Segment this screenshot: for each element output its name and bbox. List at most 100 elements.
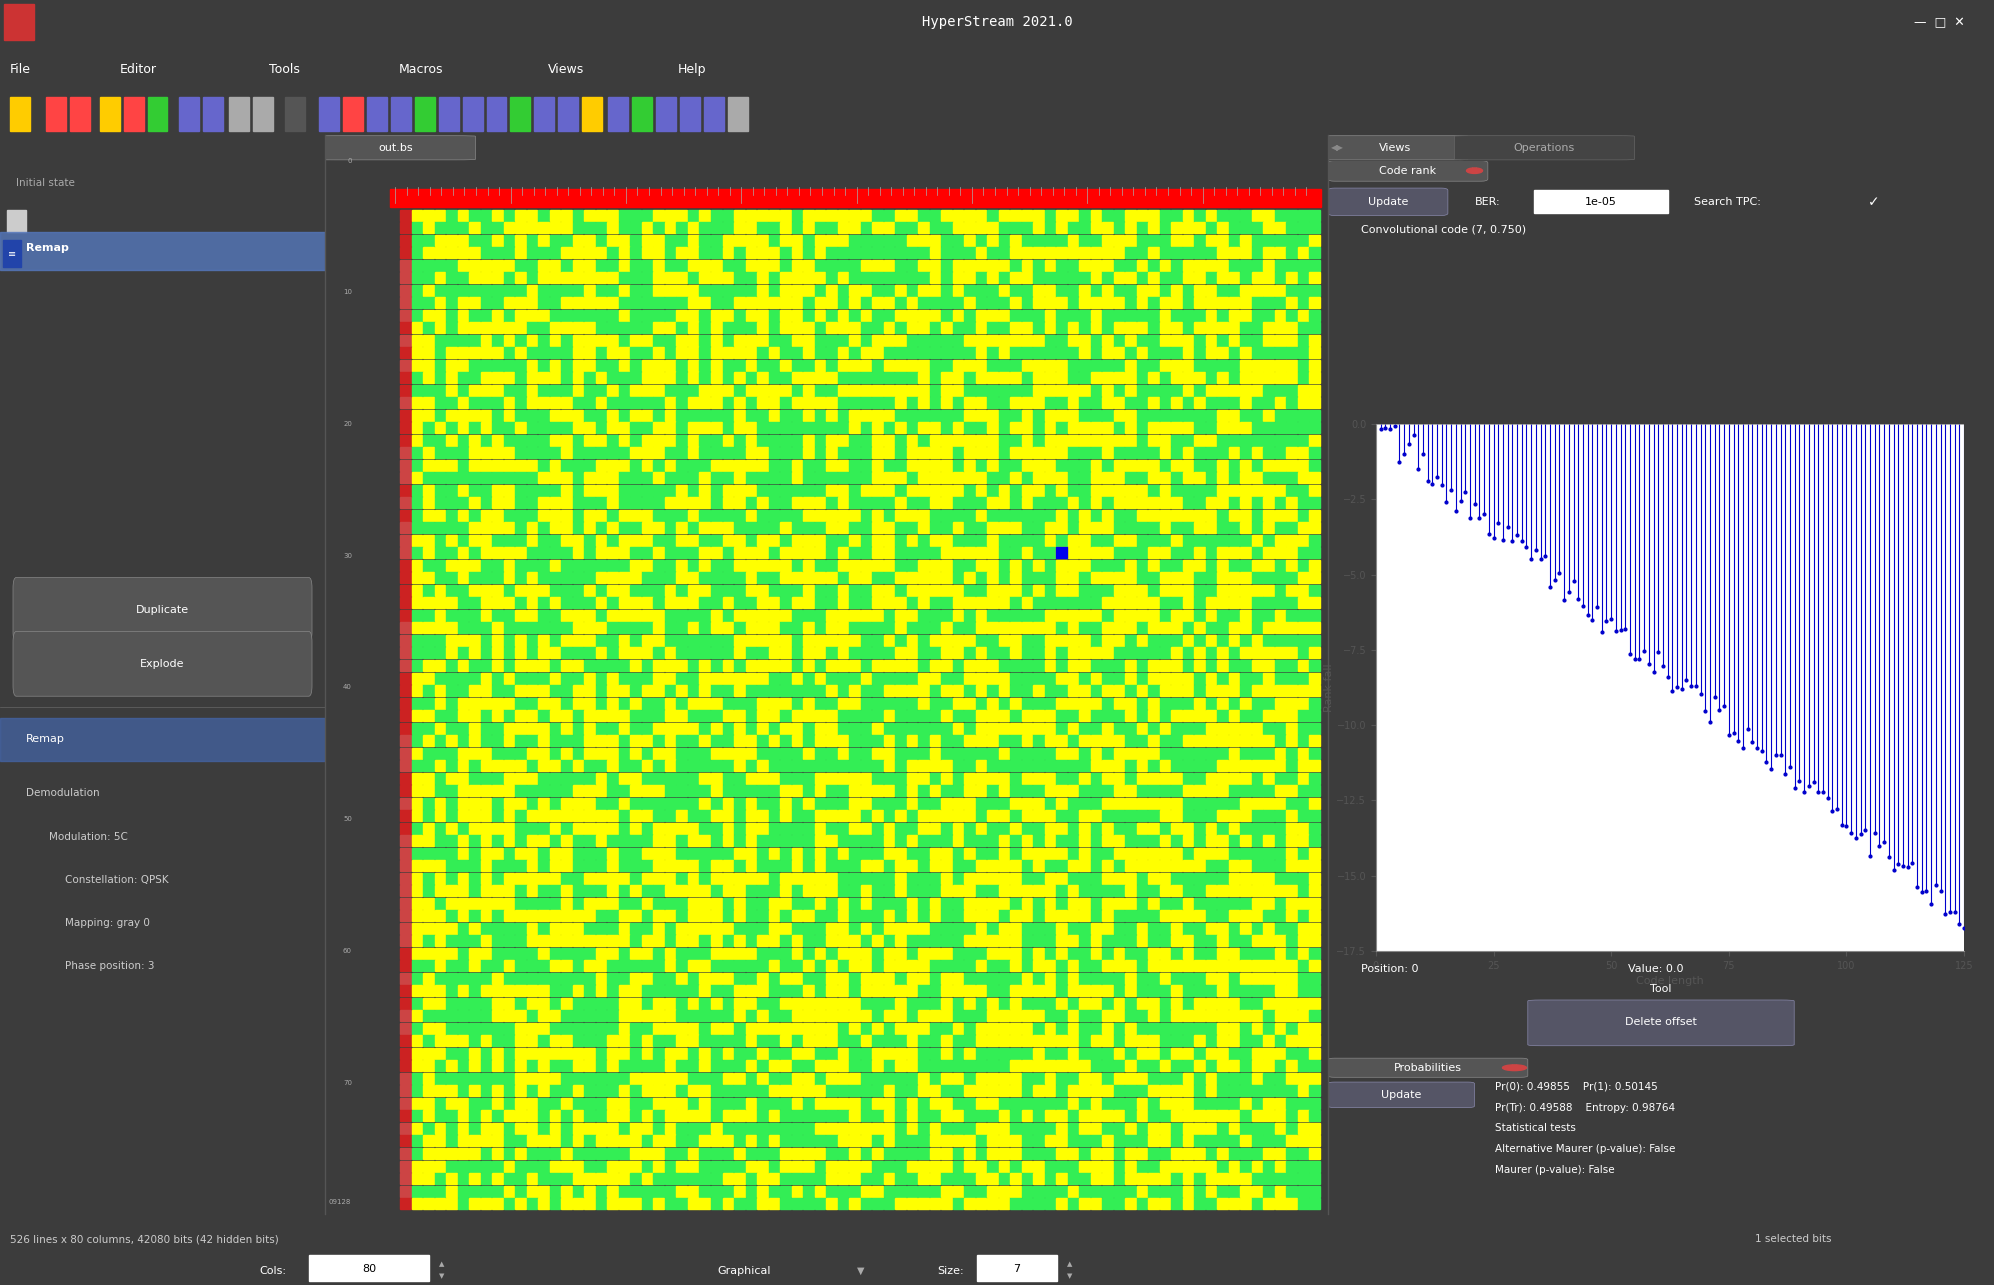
Bar (423, 1110, 435, 1122)
Bar (1021, 523, 1033, 533)
Bar (1115, 1023, 1125, 1034)
Bar (1206, 235, 1216, 245)
Bar (1021, 648, 1033, 658)
Bar (849, 672, 859, 684)
Bar (630, 672, 640, 684)
Bar (584, 1060, 594, 1072)
Bar (1274, 873, 1286, 884)
Bar (1091, 222, 1101, 233)
Bar (1240, 410, 1250, 420)
Bar (676, 610, 688, 621)
Bar (550, 247, 560, 258)
Bar (608, 323, 618, 333)
Bar (1149, 622, 1159, 634)
Bar (1228, 410, 1240, 420)
Bar (837, 585, 847, 596)
Bar (493, 748, 502, 758)
Bar (538, 297, 548, 308)
Bar (630, 698, 640, 708)
Bar (447, 497, 457, 509)
Bar (700, 284, 710, 296)
Bar (1161, 960, 1170, 971)
Bar (1298, 222, 1308, 233)
Bar (837, 323, 847, 333)
Bar (1057, 1148, 1067, 1159)
Bar (1103, 410, 1113, 420)
Bar (1149, 610, 1159, 621)
Bar (722, 1110, 734, 1122)
Bar (447, 247, 457, 258)
Bar (977, 1254, 1057, 1281)
Bar (1252, 397, 1262, 409)
Bar (1103, 1186, 1113, 1196)
Bar (895, 1036, 905, 1046)
Bar (780, 648, 792, 658)
Bar (895, 510, 905, 520)
Bar (124, 96, 144, 131)
Text: Operations: Operations (1513, 143, 1575, 153)
Bar (941, 923, 951, 934)
Bar (1011, 334, 1021, 346)
Bar (596, 685, 606, 696)
Bar (792, 1173, 802, 1183)
Bar (676, 397, 688, 409)
Bar (746, 785, 756, 797)
Bar (871, 284, 883, 296)
Bar (1310, 523, 1320, 533)
Bar (712, 772, 722, 784)
Bar (987, 235, 997, 245)
Bar (712, 898, 722, 908)
Bar (768, 347, 780, 359)
Bar (700, 585, 710, 596)
Bar (1264, 297, 1274, 308)
Bar (712, 935, 722, 946)
Text: Convolutional code (7, 0.750): Convolutional code (7, 0.750) (1362, 225, 1527, 234)
Bar (712, 711, 722, 721)
Bar (987, 610, 997, 621)
Bar (861, 535, 871, 546)
Bar (642, 1073, 652, 1085)
Bar (746, 986, 756, 996)
Bar (1149, 1010, 1159, 1022)
Bar (722, 772, 734, 784)
Bar (1218, 610, 1228, 621)
Bar (1033, 535, 1043, 546)
Bar (953, 260, 963, 271)
Bar (1079, 1148, 1091, 1159)
Bar (1079, 484, 1091, 496)
Bar (768, 1136, 780, 1146)
Bar (758, 1073, 768, 1085)
Bar (1079, 585, 1091, 596)
Bar (469, 434, 481, 446)
Bar (1264, 510, 1274, 520)
Bar (975, 785, 987, 797)
Bar (504, 310, 514, 321)
Bar (584, 560, 594, 571)
Bar (1194, 585, 1204, 596)
Bar (1103, 547, 1113, 559)
Bar (1057, 948, 1067, 959)
Bar (871, 1148, 883, 1159)
Bar (1011, 1123, 1021, 1133)
Bar (861, 998, 871, 1009)
Bar (780, 384, 792, 396)
Bar (883, 835, 893, 847)
Bar (469, 209, 481, 221)
Bar (1182, 885, 1194, 896)
Bar (654, 598, 664, 608)
Bar (1228, 397, 1240, 409)
Bar (642, 923, 652, 934)
Bar (1218, 1060, 1228, 1072)
Bar (1057, 772, 1067, 784)
Bar (572, 560, 584, 571)
Bar (459, 1110, 469, 1122)
Bar (1011, 410, 1021, 420)
Bar (1240, 572, 1250, 583)
Bar (1149, 810, 1159, 821)
Bar (1228, 373, 1240, 383)
Bar (700, 1036, 710, 1046)
Bar (1011, 761, 1021, 771)
Bar (780, 910, 792, 921)
Bar (1091, 447, 1101, 459)
Bar (435, 209, 445, 221)
